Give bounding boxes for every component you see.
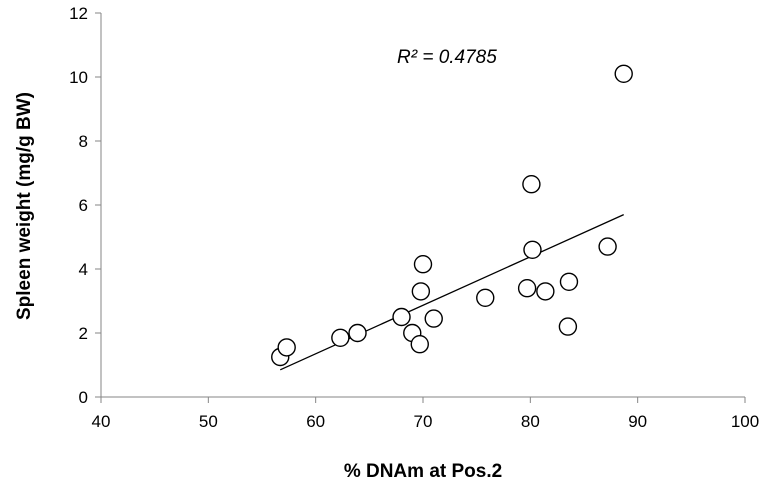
x-tick-label: 90 (628, 412, 647, 431)
data-point (598, 237, 617, 256)
x-tick-label: 50 (199, 412, 218, 431)
data-point (517, 279, 537, 298)
x-tick-label: 100 (731, 412, 759, 431)
x-tick-label: 80 (521, 412, 540, 431)
x-tick-label: 60 (306, 412, 325, 431)
data-point (614, 64, 633, 84)
r-squared-annotation: R² = 0.4785 (397, 47, 497, 68)
data-point (559, 272, 579, 291)
trendline-layer (279, 214, 624, 371)
y-tick-label: 12 (69, 4, 88, 23)
y-tick-label: 2 (79, 324, 88, 343)
data-point (424, 309, 443, 328)
x-tick-label: 40 (92, 412, 111, 431)
data-point (411, 282, 431, 301)
data-point (536, 282, 555, 301)
data-point (392, 307, 411, 327)
x-tick-label: 70 (414, 412, 433, 431)
y-tick-label: 6 (79, 196, 88, 215)
axes: 40 50 60 70 80 90 100 0 2 4 6 8 10 12 (69, 4, 759, 431)
y-tick-label: 10 (69, 68, 88, 87)
data-point (348, 323, 367, 343)
y-tick-label: 8 (79, 132, 88, 151)
y-axis-title: Spleen weight (mg/g BW) (14, 92, 35, 320)
x-axis-title: % DNAm at Pos.2 (344, 461, 502, 482)
data-points (271, 64, 633, 367)
trendline (279, 214, 624, 371)
data-point (413, 255, 433, 274)
y-tick-label: 0 (79, 388, 88, 407)
labels-layer: R² = 0.4785 % DNAm at Pos.2 Spleen weigh… (14, 47, 502, 482)
y-tick-label: 4 (79, 260, 88, 279)
data-point (410, 335, 429, 354)
data-point (523, 240, 542, 260)
data-point (331, 328, 350, 347)
data-point (277, 338, 296, 357)
data-point (476, 288, 495, 307)
data-point (558, 317, 578, 336)
data-point (522, 174, 541, 194)
